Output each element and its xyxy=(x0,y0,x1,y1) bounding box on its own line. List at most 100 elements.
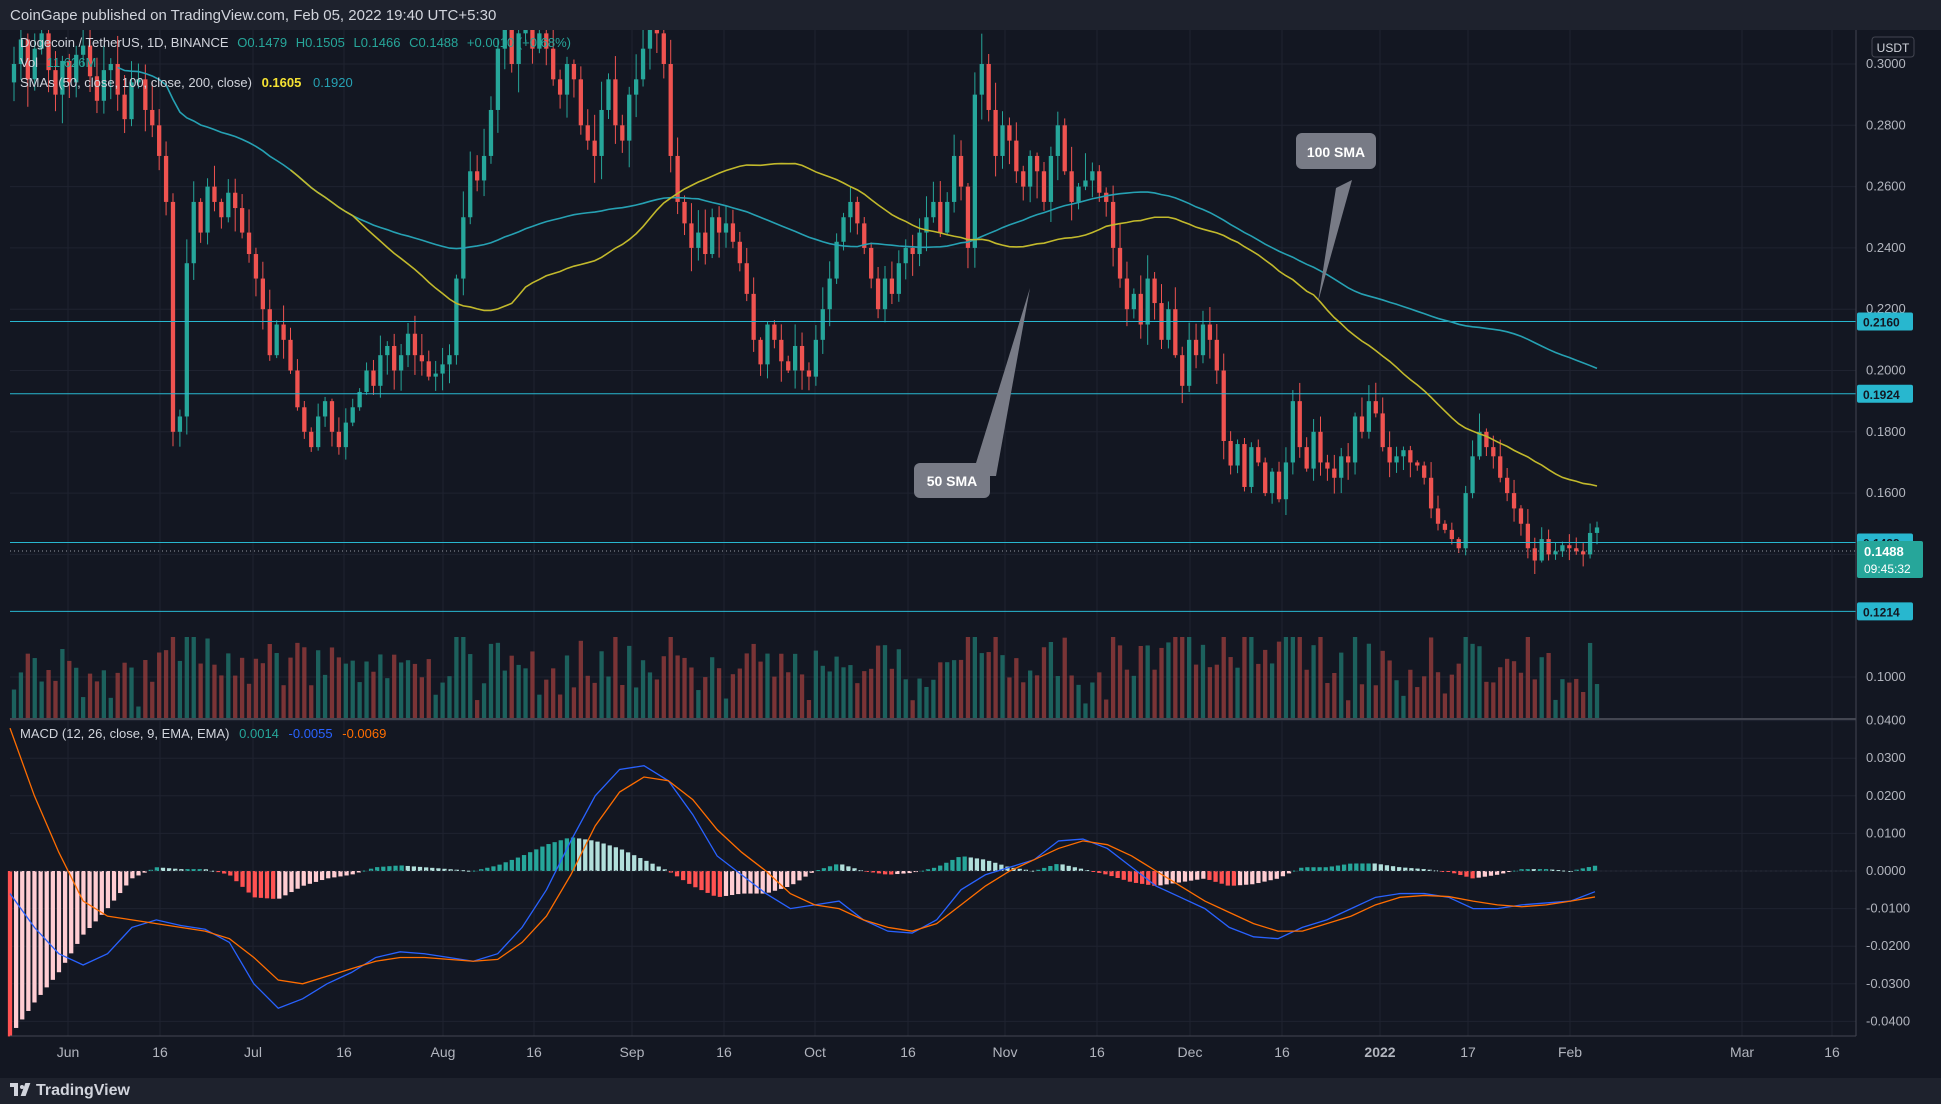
volume-bar xyxy=(903,679,908,719)
candle-body xyxy=(80,45,86,55)
macd-hist-bar xyxy=(1592,865,1598,871)
candle-body xyxy=(509,30,514,64)
price-tick: 0.2800 xyxy=(1866,117,1906,132)
candle-body xyxy=(260,278,265,310)
candle-body xyxy=(426,361,431,377)
price-tick: 0.2600 xyxy=(1866,179,1906,194)
candle-body xyxy=(1574,548,1579,552)
macd-hist-bar xyxy=(1054,864,1059,871)
volume-bar xyxy=(993,637,998,719)
macd-hist-bar xyxy=(252,871,257,898)
time-axis[interactable]: Jun 16 Jul 16 Aug 16 Sep 16 Oct 16 Nov 16 Dec 16 2022 1… xyxy=(10,1035,1856,1060)
macd-hist-bar xyxy=(1323,867,1328,871)
candle-body xyxy=(440,364,445,374)
macd-hist-bar xyxy=(424,867,429,871)
legend-macd-signal: -0.0069 xyxy=(342,726,386,741)
macd-hist-bar xyxy=(338,871,343,877)
price-chart[interactable]: 100 SMA 50 SMA USDT 0.3000 0.2800 0.2600 0.… xyxy=(0,30,1941,1079)
macd-hist-bar xyxy=(1519,869,1524,871)
macd-hist-bar xyxy=(1341,864,1347,871)
candle-body xyxy=(1034,155,1040,172)
macd-hist-bar xyxy=(644,860,649,871)
candle-body xyxy=(1428,477,1434,509)
volume-bar xyxy=(613,637,618,719)
macd-hist-bar xyxy=(1097,871,1102,873)
macd-hist-bar xyxy=(1042,867,1047,871)
macd-hist-bar xyxy=(130,871,135,879)
candle-body xyxy=(827,278,832,310)
tradingview-logo[interactable]: TradingView xyxy=(10,1082,130,1100)
macd-hist-bar xyxy=(1525,869,1530,871)
volume-bar xyxy=(281,685,286,719)
macd-hist-bar xyxy=(583,839,588,871)
time-tick: Mar xyxy=(1730,1044,1754,1060)
macd-hist-bar xyxy=(1244,871,1249,885)
candle-body xyxy=(834,241,839,279)
time-tick: 16 xyxy=(716,1044,732,1060)
macd-hist-bar xyxy=(1335,865,1341,871)
macd-hist-bar xyxy=(466,870,472,872)
volume-bar xyxy=(578,640,583,719)
candle-body xyxy=(177,416,183,432)
macd-hist-bar xyxy=(1231,871,1237,886)
candle-body xyxy=(1083,180,1088,187)
volume-bar xyxy=(25,653,30,719)
macd-hist-bar xyxy=(1317,867,1322,871)
volume-bar xyxy=(1242,637,1247,719)
macd-hist-bar xyxy=(1494,871,1500,875)
volume-bar xyxy=(537,694,542,719)
candle-body xyxy=(1408,450,1413,463)
macd-hist-bar xyxy=(1133,871,1139,883)
volume-bar xyxy=(198,663,203,719)
level-badge-text: 0.1214 xyxy=(1863,605,1900,619)
candle-body xyxy=(198,201,203,233)
candle-body xyxy=(11,64,17,83)
volume-bar xyxy=(1021,682,1026,719)
candle-body xyxy=(869,247,874,279)
price-axis[interactable]: USDT 0.3000 0.2800 0.2600 0.2400 0.2200 0.200… xyxy=(1855,30,1941,1050)
time-tick: 16 xyxy=(526,1044,542,1060)
candle-body xyxy=(544,33,549,49)
legend-high: H0.1505 xyxy=(296,35,345,50)
macd-hist-bar xyxy=(1397,867,1402,871)
volume-bar xyxy=(640,660,646,719)
volume-bar xyxy=(910,700,915,719)
annotation-100-sma: 100 SMA xyxy=(1296,133,1376,302)
candle-body xyxy=(682,201,687,224)
volume-bar xyxy=(1000,655,1005,719)
candle-body xyxy=(357,391,362,408)
volume-bar xyxy=(80,697,86,719)
candle-body xyxy=(1041,171,1047,202)
macd-hist-bar xyxy=(44,871,49,988)
time-tick: Dec xyxy=(1178,1044,1203,1060)
volume-bar xyxy=(972,637,978,719)
volume-bar xyxy=(1442,693,1448,719)
macd-hist-bar xyxy=(1507,871,1512,873)
legend-symbol: Dogecoin / TetherUS, 1D, BINANCE xyxy=(20,35,229,50)
volume-bar xyxy=(1532,679,1537,719)
volume-bar xyxy=(924,686,929,719)
candle-body xyxy=(184,263,189,417)
macd-hist-bar xyxy=(411,866,417,871)
volume-bar xyxy=(295,642,300,719)
candle-body xyxy=(412,333,418,356)
volume-bar xyxy=(716,668,722,719)
macd-hist-bar xyxy=(1072,867,1077,871)
candle-body xyxy=(392,345,397,371)
macd-hist-bar xyxy=(1060,864,1065,871)
volume-bar xyxy=(309,685,314,719)
candlesticks xyxy=(11,30,1600,575)
price-tick: 0.2200 xyxy=(1866,301,1906,316)
macd-tick: 0.0400 xyxy=(1866,713,1906,728)
macd-hist-bar xyxy=(913,871,918,873)
macd-hist-bar xyxy=(521,855,527,871)
candle-body xyxy=(986,64,991,110)
candle-body xyxy=(233,192,238,209)
macd-hist-bar xyxy=(368,868,374,871)
candle-body xyxy=(316,416,321,448)
volume-bar xyxy=(1525,637,1531,719)
candle-body xyxy=(993,109,998,156)
macd-hist-bar xyxy=(1427,869,1432,871)
macd-hist-bar xyxy=(362,870,368,872)
macd-hist-bar xyxy=(509,859,514,871)
